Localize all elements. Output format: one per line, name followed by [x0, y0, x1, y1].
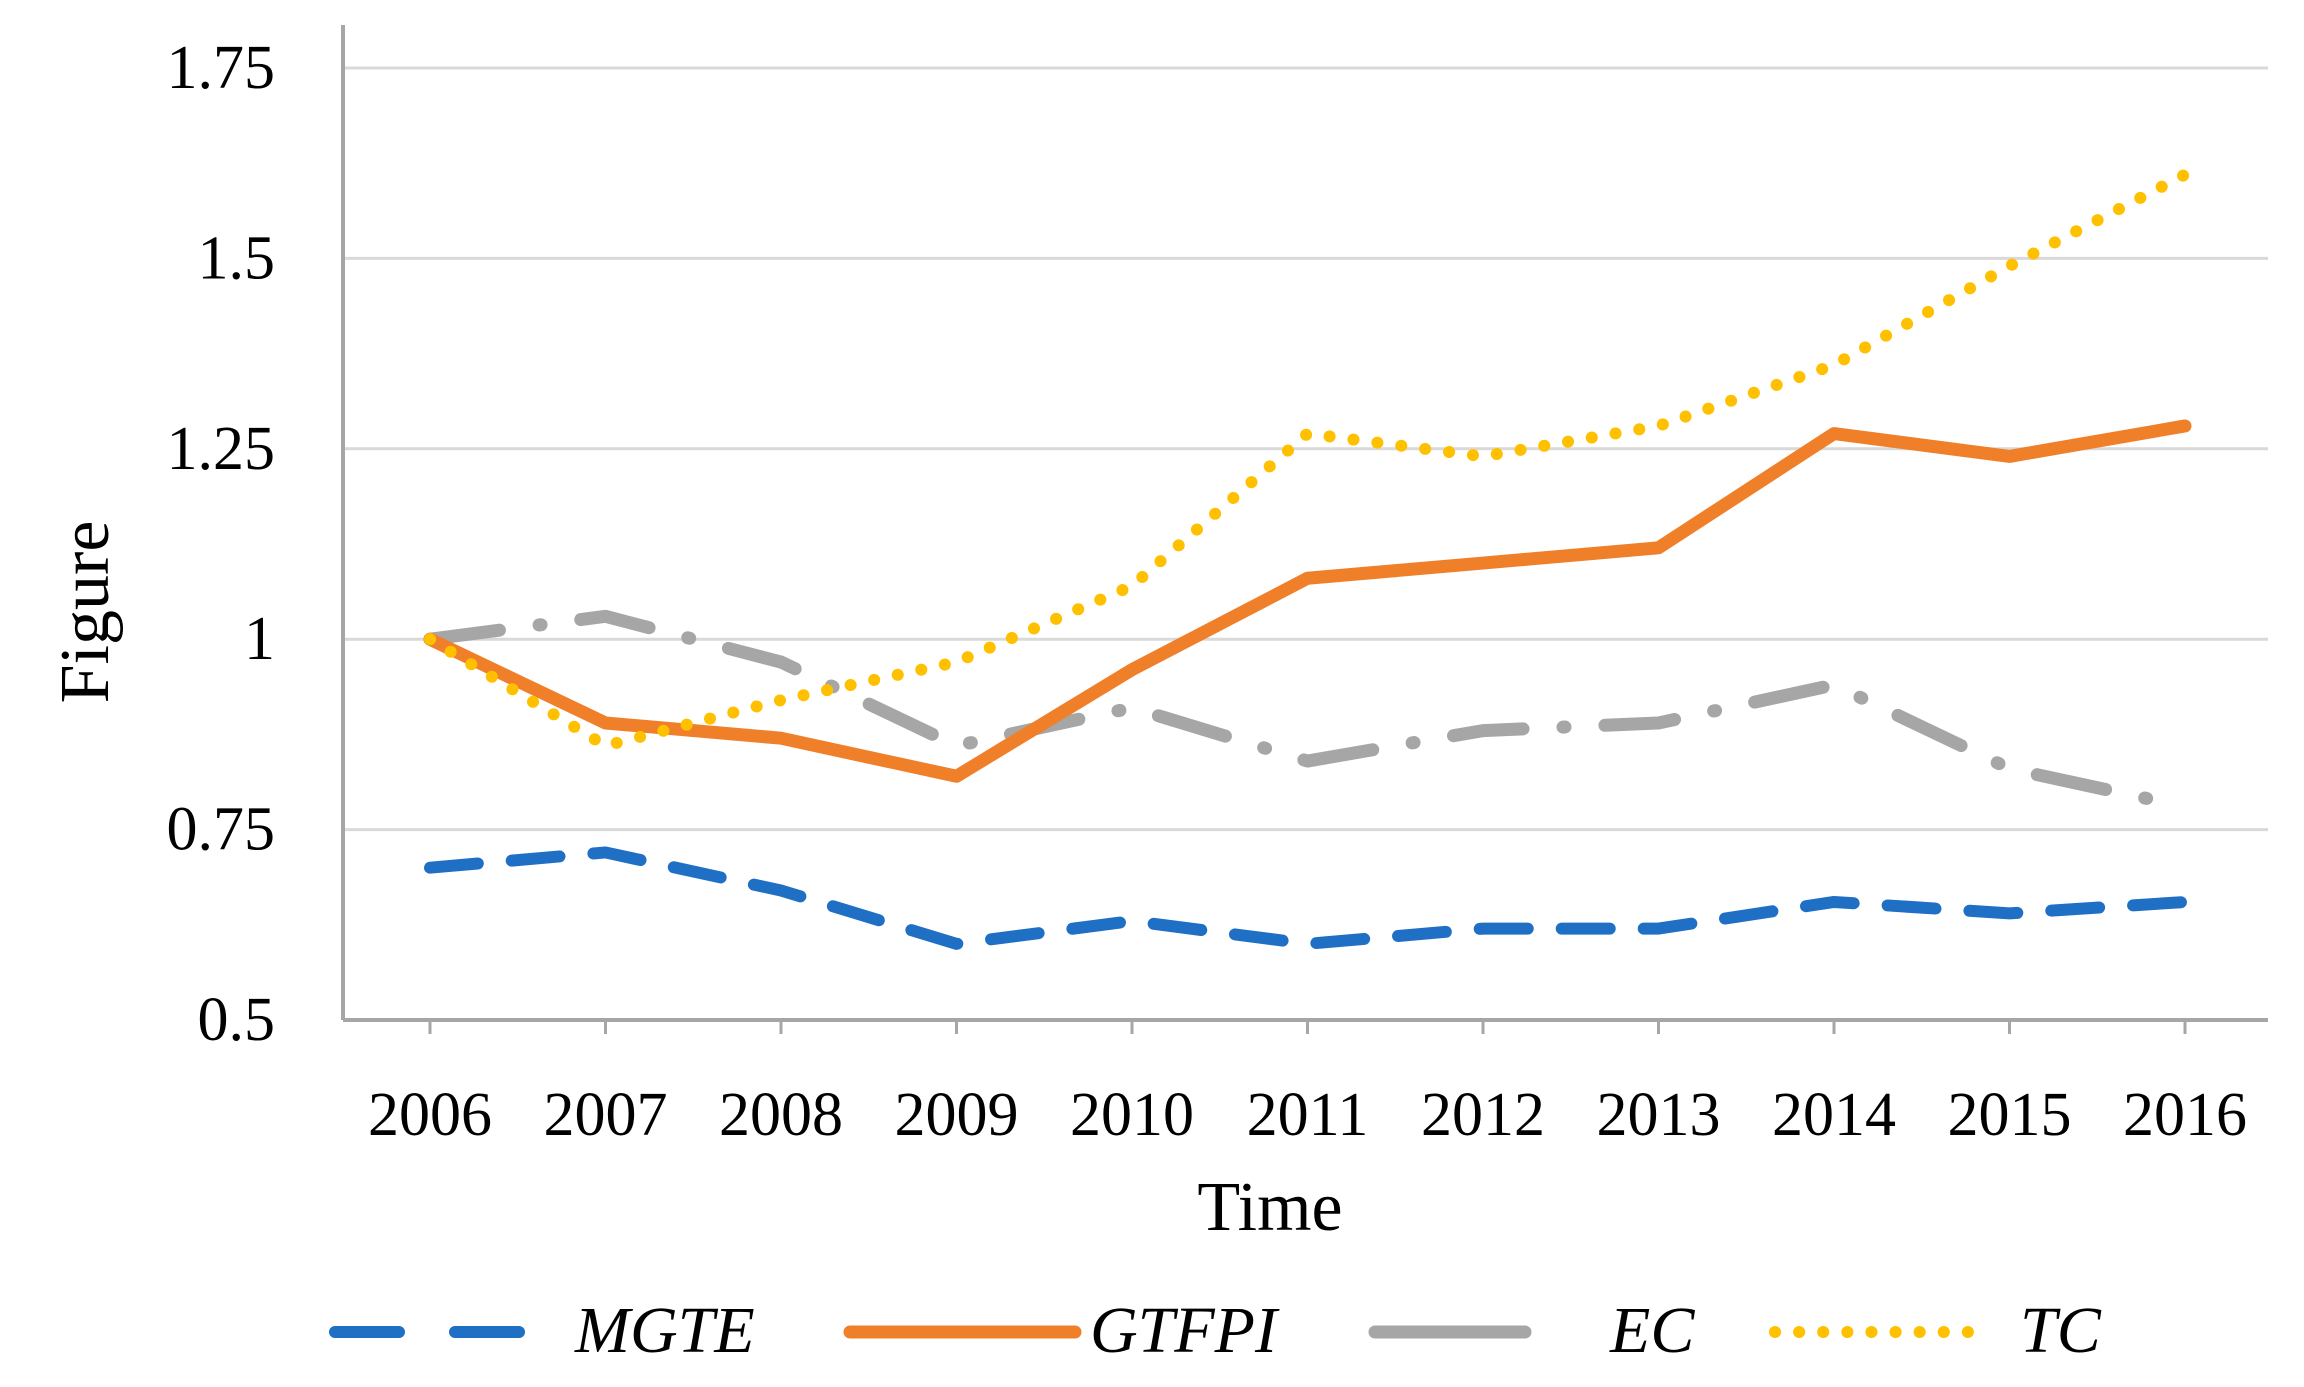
y-tick-label: 0.75 — [167, 796, 276, 864]
x-tick-label: 2013 — [1597, 1081, 1721, 1149]
x-tick-label: 2008 — [719, 1081, 843, 1149]
x-tick-label: 2007 — [544, 1081, 668, 1149]
x-axis-title: Time — [1197, 1169, 1342, 1246]
gridlines — [343, 66, 2268, 832]
tick-labels: 0.5 0.75 1 1.25 1.5 1.75 2006 2007 2008 2009 2010 2… — [167, 34, 2248, 1149]
x-tick-label: 2006 — [368, 1081, 492, 1149]
legend-label-gtfpi: GTFPI — [1090, 1294, 1280, 1367]
y-axis-title: Figure — [47, 521, 124, 704]
x-tick-label: 2012 — [1421, 1081, 1545, 1149]
x-tick-label: 2015 — [1948, 1081, 2072, 1149]
x-tick-label: 2009 — [895, 1081, 1019, 1149]
x-tick-label: 2016 — [2123, 1081, 2247, 1149]
y-tick-label: 1.75 — [167, 34, 276, 102]
y-tick-label: 1 — [244, 605, 275, 673]
x-tick-label: 2010 — [1070, 1081, 1194, 1149]
y-tick-label: 0.5 — [198, 986, 276, 1054]
legend-label-ec: EC — [1609, 1294, 1695, 1367]
x-tick-label: 2014 — [1772, 1081, 1896, 1149]
y-tick-label: 1.25 — [167, 415, 276, 483]
series-line-mgte — [424, 846, 2191, 950]
series-line-tc — [424, 168, 2191, 752]
series-line-gtfpi — [423, 419, 2192, 783]
x-tick-label: 2011 — [1247, 1081, 1369, 1149]
legend: MGTE GTFPI EC TC — [329, 1294, 2102, 1367]
legend-label-tc: TC — [2020, 1294, 2102, 1367]
legend-label-mgte: MGTE — [574, 1294, 755, 1367]
y-tick-label: 1.5 — [198, 224, 276, 292]
series-line-ec — [423, 609, 2192, 814]
axes — [341, 25, 2268, 1022]
series-lines — [423, 168, 2192, 950]
